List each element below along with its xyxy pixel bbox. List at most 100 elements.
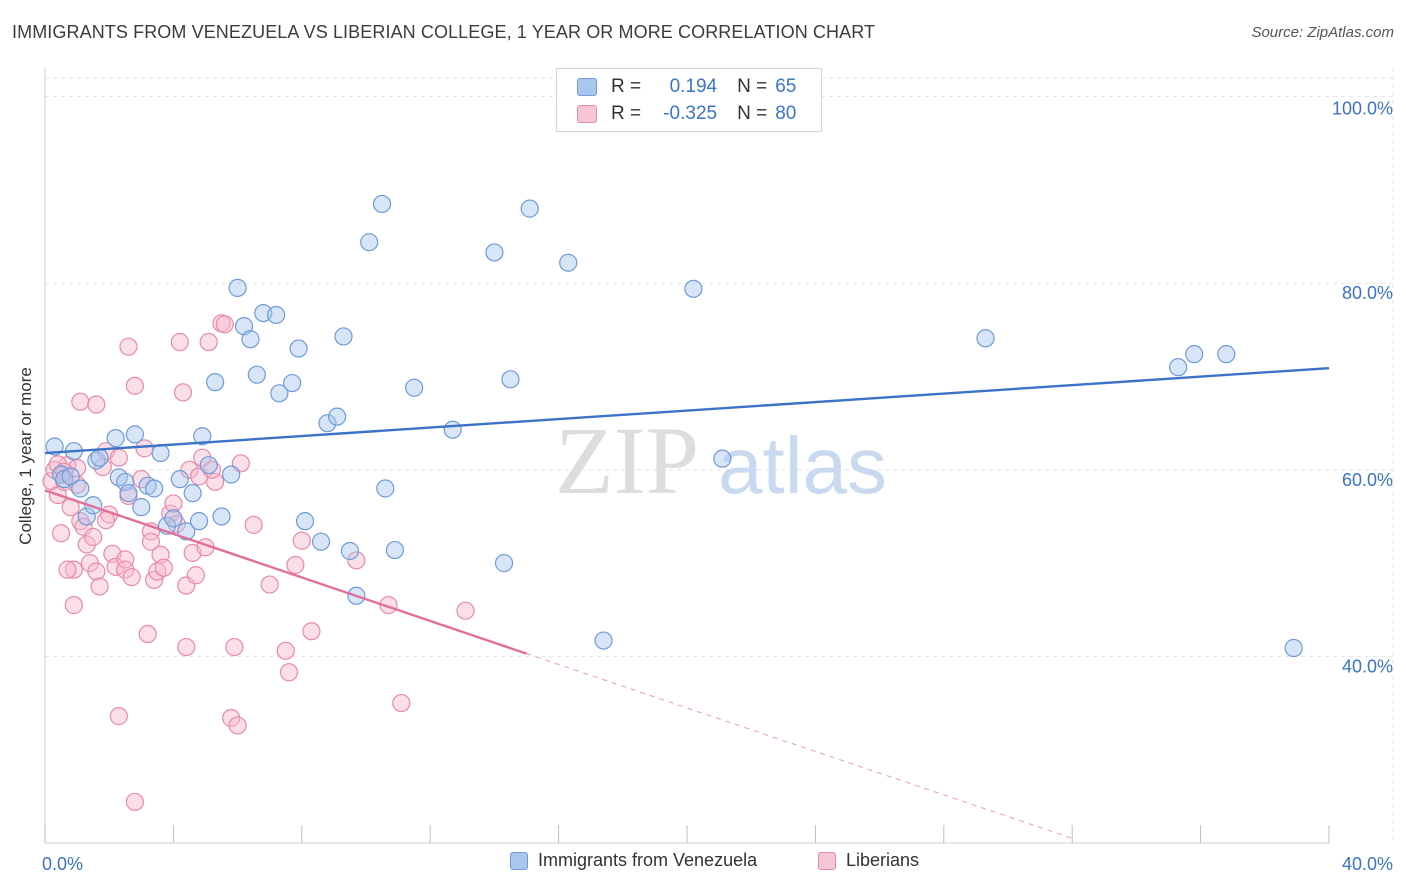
trend-line-liberians-extension [526,653,1073,839]
series-legend-liberians[interactable]: Liberians [818,850,919,871]
data-point-venezuela [1169,358,1188,377]
x-tick-label-max: 40.0% [1342,854,1393,874]
series-legend-swatch-liberians [818,851,836,870]
watermark: ZIP atlas [555,407,887,514]
data-point-venezuela [334,327,353,346]
legend-swatch-liberians [577,105,597,123]
data-point-venezuela [295,512,315,531]
data-point-liberians [64,560,83,579]
legend-swatch-venezuela [577,78,597,96]
data-point-venezuela [228,278,247,298]
data-point-liberians [177,637,196,657]
data-point-venezuela [132,498,151,517]
data-point-venezuela [170,470,189,489]
series-liberians-points [42,314,475,812]
data-point-venezuela [189,512,209,531]
data-point-venezuela [90,448,109,467]
trend-lines [44,366,1330,839]
data-point-liberians [215,315,234,334]
data-point-liberians [302,622,321,641]
data-point-venezuela [594,631,613,650]
data-point-liberians [186,566,205,585]
data-point-liberians [228,716,247,735]
data-point-venezuela [405,378,424,397]
data-point-liberians [180,460,199,479]
data-point-venezuela [116,472,135,492]
data-point-venezuela [443,420,462,439]
data-point-venezuela [976,329,995,348]
data-point-venezuela [311,532,331,551]
data-point-venezuela [1284,638,1303,658]
data-point-liberians [87,395,106,414]
data-point-venezuela [106,429,125,448]
data-point-venezuela [1185,345,1204,364]
data-point-venezuela [151,443,170,463]
series-legend-swatch-venezuela [510,851,528,870]
data-point-venezuela [61,467,80,486]
data-point-liberians [71,392,90,411]
data-point-liberians [116,550,135,569]
tick-labels: 40.0% 60.0% 80.0% 100.0% 0.0% 40.0% [42,99,1393,874]
data-point-liberians [87,562,106,581]
series-legend: Immigrants from Venezuela Liberians [0,850,1406,880]
data-point-venezuela [340,541,360,561]
series-legend-venezuela[interactable]: Immigrants from Venezuela [510,850,757,871]
data-point-liberians [154,558,173,577]
data-point-liberians [225,637,244,657]
data-point-liberians [77,535,96,554]
data-point-venezuela [145,479,164,498]
y-tick-label: 100.0% [1332,99,1393,119]
data-point-venezuela [385,540,404,560]
data-point-liberians [173,383,193,402]
series-venezuela-points [45,194,1303,658]
data-point-liberians [64,596,83,615]
data-point-liberians [125,792,144,812]
data-point-venezuela [328,407,347,426]
data-point-venezuela [125,425,144,444]
data-point-liberians [170,332,189,352]
legend-n-label: N = [737,103,768,124]
data-point-liberians [286,555,305,575]
data-point-liberians [51,524,71,543]
data-point-venezuela [199,456,218,475]
legend-n-label: N = [737,76,768,97]
data-point-venezuela [376,479,395,498]
axes [44,68,1330,844]
data-point-liberians [456,601,475,620]
correlation-legend: R = 0.194 N = 65 R = -0.325 N = 80 [556,68,822,132]
data-point-venezuela [164,509,183,528]
data-point-liberians [109,448,128,467]
data-point-liberians [119,337,138,356]
data-point-venezuela [559,253,578,272]
data-point-venezuela [372,194,392,214]
data-point-liberians [292,531,311,550]
legend-r-value-venezuela: 0.194 [669,76,718,97]
data-point-liberians [58,560,77,579]
y-axis-label: College, 1 year or more [16,367,35,545]
data-point-liberians [122,568,141,587]
data-point-venezuela [247,365,266,384]
data-point-venezuela [183,484,202,503]
trend-line-liberians [44,489,527,655]
legend-r-label: R = [611,103,642,124]
watermark-zip: ZIP [555,407,699,514]
data-point-liberians [222,708,241,728]
series-legend-label-venezuela: Immigrants from Venezuela [538,850,758,870]
data-point-venezuela [84,496,103,515]
chart-title: IMMIGRANTS FROM VENEZUELA VS LIBERIAN CO… [12,22,876,42]
data-point-liberians [84,527,103,547]
data-point-liberians [347,551,366,570]
legend-n-value-venezuela: 65 [775,76,797,97]
legend-r-label: R = [611,76,642,97]
data-point-venezuela [241,330,260,349]
data-point-venezuela [494,554,514,573]
legend-row-venezuela: R = 0.194 N = 65 [577,75,796,99]
data-point-venezuela [270,384,289,403]
data-point-venezuela [289,339,308,358]
data-point-venezuela [119,484,138,503]
x-tick-label-min: 0.0% [42,854,83,874]
trend-line-venezuela [44,366,1330,455]
data-point-liberians [260,575,279,594]
data-point-venezuela [212,507,231,526]
